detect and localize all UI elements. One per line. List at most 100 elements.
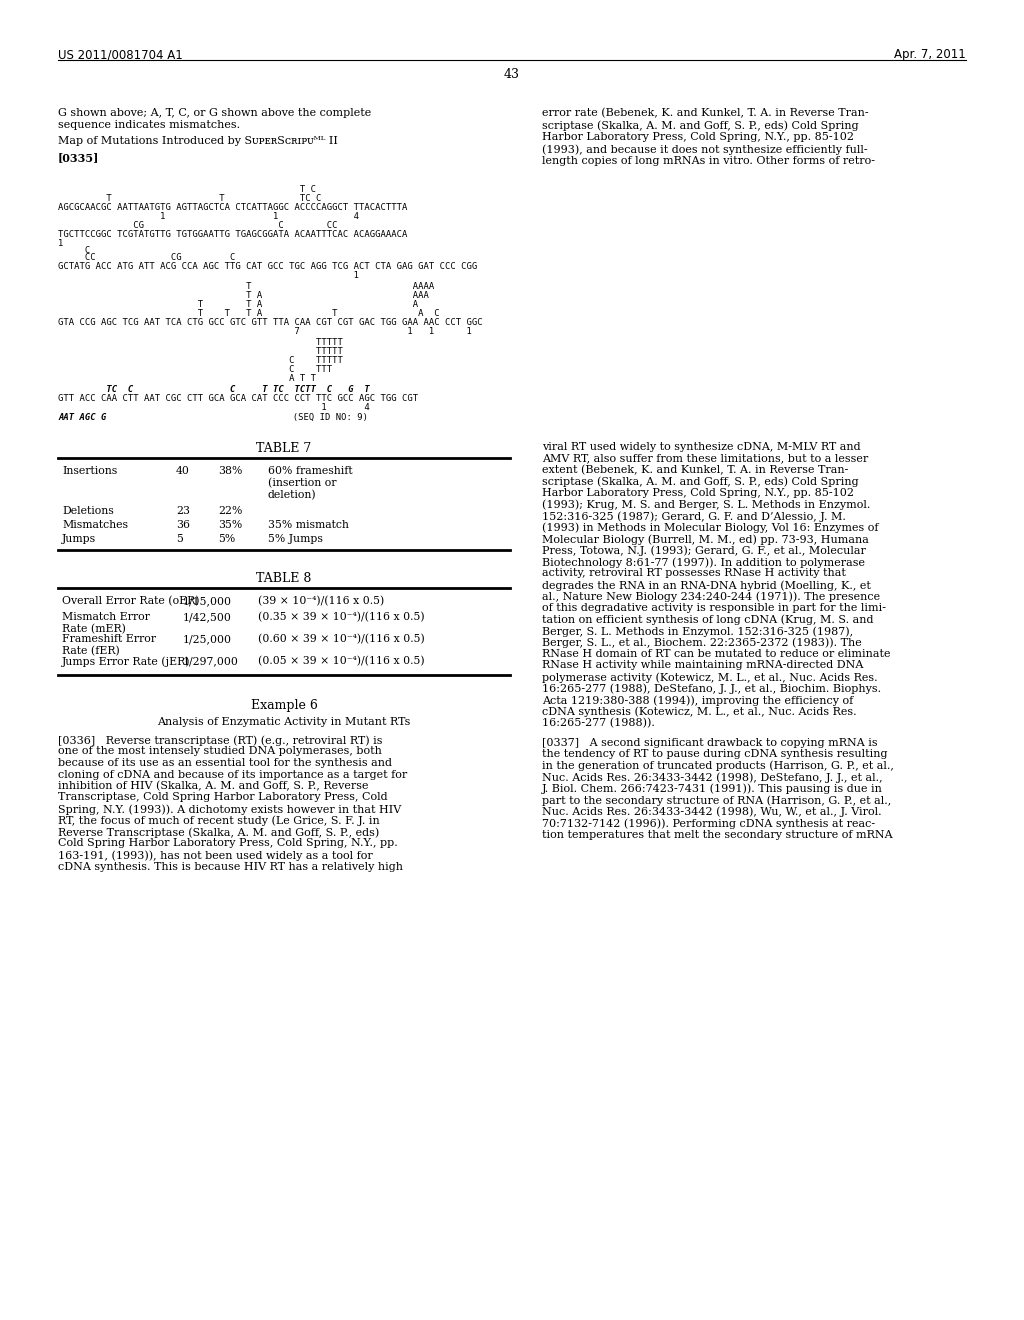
Text: Berger, S. L. Methods in Enzymol. 152:316-325 (1987),: Berger, S. L. Methods in Enzymol. 152:31… bbox=[542, 626, 853, 636]
Text: 152:316-325 (1987); Gerard, G. F. and D’Alessio, J. M.: 152:316-325 (1987); Gerard, G. F. and D’… bbox=[542, 511, 846, 521]
Text: 70:7132-7142 (1996)). Performing cDNA synthesis at reac-: 70:7132-7142 (1996)). Performing cDNA sy… bbox=[542, 818, 876, 829]
Text: C    TTTTT: C TTTTT bbox=[58, 356, 343, 366]
Text: 36: 36 bbox=[176, 520, 190, 531]
Text: (1993), and because it does not synthesize efficiently full-: (1993), and because it does not synthesi… bbox=[542, 144, 867, 154]
Text: 7                    1   1      1: 7 1 1 1 bbox=[58, 327, 472, 337]
Text: A T T: A T T bbox=[58, 374, 316, 383]
Text: 1/42,500: 1/42,500 bbox=[183, 612, 231, 622]
Text: AAT AGC G: AAT AGC G bbox=[58, 413, 106, 422]
Text: of this degradative activity is responsible in part for the limi-: of this degradative activity is responsi… bbox=[542, 603, 886, 612]
Text: (0.05 × 39 × 10⁻⁴)/(116 x 0.5): (0.05 × 39 × 10⁻⁴)/(116 x 0.5) bbox=[258, 656, 425, 667]
Text: Mismatch Error
Rate (mER): Mismatch Error Rate (mER) bbox=[62, 612, 150, 634]
Text: Nuc. Acids Res. 26:3433-3442 (1998), Wu, W., et al., J. Virol.: Nuc. Acids Res. 26:3433-3442 (1998), Wu,… bbox=[542, 807, 882, 817]
Text: (1993); Krug, M. S. and Berger, S. L. Methods in Enzymol.: (1993); Krug, M. S. and Berger, S. L. Me… bbox=[542, 499, 870, 510]
Text: Map of Mutations Introduced by SᴜᴘᴇʀSᴄʀɪᴘᴜᴹᴸ II: Map of Mutations Introduced by SᴜᴘᴇʀSᴄʀɪ… bbox=[58, 136, 338, 147]
Text: RNase H domain of RT can be mutated to reduce or eliminate: RNase H domain of RT can be mutated to r… bbox=[542, 649, 891, 659]
Text: 38%: 38% bbox=[218, 466, 243, 477]
Text: GCTATG ACC ATG ATT ACG CCA AGC TTG CAT GCC TGC AGG TCG ACT CTA GAG GAT CCC CGG: GCTATG ACC ATG ATT ACG CCA AGC TTG CAT G… bbox=[58, 261, 477, 271]
Text: 5% Jumps: 5% Jumps bbox=[268, 535, 323, 544]
Text: Molecular Biology (Burrell, M. M., ed) pp. 73-93, Humana: Molecular Biology (Burrell, M. M., ed) p… bbox=[542, 535, 869, 545]
Text: 1/25,000: 1/25,000 bbox=[183, 634, 232, 644]
Text: GTA CCG AGC TCG AAT TCA CTG GCC GTC GTT TTA CAA CGT CGT GAC TGG GAA AAC CCT GGC: GTA CCG AGC TCG AAT TCA CTG GCC GTC GTT … bbox=[58, 318, 482, 327]
Text: [0337]   A second significant drawback to copying mRNA is: [0337] A second significant drawback to … bbox=[542, 738, 878, 747]
Text: 22%: 22% bbox=[218, 506, 243, 516]
Text: TABLE 8: TABLE 8 bbox=[256, 572, 311, 585]
Text: (39 × 10⁻⁴)/(116 x 0.5): (39 × 10⁻⁴)/(116 x 0.5) bbox=[258, 597, 384, 606]
Text: al., Nature New Biology 234:240-244 (1971)). The presence: al., Nature New Biology 234:240-244 (197… bbox=[542, 591, 880, 602]
Text: Overall Error Rate (oER): Overall Error Rate (oER) bbox=[62, 597, 200, 606]
Text: TABLE 7: TABLE 7 bbox=[256, 442, 311, 455]
Text: Transcriptase, Cold Spring Harbor Laboratory Press, Cold: Transcriptase, Cold Spring Harbor Labora… bbox=[58, 792, 388, 803]
Text: cDNA synthesis (Kotewicz, M. L., et al., Nuc. Acids Res.: cDNA synthesis (Kotewicz, M. L., et al.,… bbox=[542, 706, 857, 717]
Text: 60% frameshift
(insertion or
deletion): 60% frameshift (insertion or deletion) bbox=[268, 466, 352, 500]
Text: in the generation of truncated products (Harrison, G. P., et al.,: in the generation of truncated products … bbox=[542, 760, 894, 771]
Text: CG                         C        CC: CG C CC bbox=[58, 220, 338, 230]
Text: one of the most intensely studied DNA polymerases, both: one of the most intensely studied DNA po… bbox=[58, 747, 382, 756]
Text: polymerase activity (Kotewicz, M. L., et al., Nuc. Acids Res.: polymerase activity (Kotewicz, M. L., et… bbox=[542, 672, 878, 682]
Text: Deletions: Deletions bbox=[62, 506, 114, 516]
Text: 43: 43 bbox=[504, 69, 520, 81]
Text: US 2011/0081704 A1: US 2011/0081704 A1 bbox=[58, 48, 182, 61]
Text: error rate (Bebenek, K. and Kunkel, T. A. in Reverse Tran-: error rate (Bebenek, K. and Kunkel, T. A… bbox=[542, 108, 868, 119]
Text: the tendency of RT to pause during cDNA synthesis resulting: the tendency of RT to pause during cDNA … bbox=[542, 748, 888, 759]
Text: scriptase (Skalka, A. M. and Goff, S. P., eds) Cold Spring: scriptase (Skalka, A. M. and Goff, S. P.… bbox=[542, 120, 859, 131]
Text: T    T   T A             T               A  C: T T T A T A C bbox=[58, 309, 439, 318]
Text: C    TTT: C TTT bbox=[58, 366, 332, 374]
Text: TGCTTCCGGC TCGTATGTTG TGTGGAATTG TGAGCGGATA ACAATTTCAC ACAGGAAACA: TGCTTCCGGC TCGTATGTTG TGTGGAATTG TGAGCGG… bbox=[58, 230, 408, 239]
Text: C: C bbox=[58, 246, 90, 255]
Text: 16:265-277 (1988), DeStefano, J. J., et al., Biochim. Biophys.: 16:265-277 (1988), DeStefano, J. J., et … bbox=[542, 684, 881, 694]
Text: extent (Bebenek, K. and Kunkel, T. A. in Reverse Tran-: extent (Bebenek, K. and Kunkel, T. A. in… bbox=[542, 465, 848, 475]
Text: length copies of long mRNAs in vitro. Other forms of retro-: length copies of long mRNAs in vitro. Ot… bbox=[542, 156, 874, 166]
Text: degrades the RNA in an RNA-DNA hybrid (Moelling, K., et: degrades the RNA in an RNA-DNA hybrid (M… bbox=[542, 579, 870, 590]
Text: Harbor Laboratory Press, Cold Spring, N.Y., pp. 85-102: Harbor Laboratory Press, Cold Spring, N.… bbox=[542, 488, 854, 498]
Text: Mismatches: Mismatches bbox=[62, 520, 128, 531]
Text: Harbor Laboratory Press, Cold Spring, N.Y., pp. 85-102: Harbor Laboratory Press, Cold Spring, N.… bbox=[542, 132, 854, 143]
Text: Nuc. Acids Res. 26:3433-3442 (1998), DeStefano, J. J., et al.,: Nuc. Acids Res. 26:3433-3442 (1998), DeS… bbox=[542, 772, 883, 783]
Text: Cold Spring Harbor Laboratory Press, Cold Spring, N.Y., pp.: Cold Spring Harbor Laboratory Press, Col… bbox=[58, 838, 397, 849]
Text: RT, the focus of much of recent study (Le Grice, S. F. J. in: RT, the focus of much of recent study (L… bbox=[58, 816, 380, 826]
Text: 23: 23 bbox=[176, 506, 190, 516]
Text: Berger, S. L., et al., Biochem. 22:2365-2372 (1983)). The: Berger, S. L., et al., Biochem. 22:2365-… bbox=[542, 638, 862, 648]
Text: GTT ACC CAA CTT AAT CGC CTT GCA GCA CAT CCC CCT TTC GCC AGC TGG CGT: GTT ACC CAA CTT AAT CGC CTT GCA GCA CAT … bbox=[58, 393, 418, 403]
Text: Press, Totowa, N.J. (1993); Gerard, G. F., et al., Molecular: Press, Totowa, N.J. (1993); Gerard, G. F… bbox=[542, 545, 866, 556]
Text: Example 6: Example 6 bbox=[251, 700, 317, 711]
Text: 163-191, (1993)), has not been used widely as a tool for: 163-191, (1993)), has not been used wide… bbox=[58, 850, 373, 861]
Text: 5%: 5% bbox=[218, 535, 236, 544]
Text: scriptase (Skalka, A. M. and Goff, S. P., eds) Cold Spring: scriptase (Skalka, A. M. and Goff, S. P.… bbox=[542, 477, 859, 487]
Text: 1: 1 bbox=[58, 239, 63, 248]
Text: TTTTT: TTTTT bbox=[58, 347, 343, 356]
Text: activity, retroviral RT possesses RNase H activity that: activity, retroviral RT possesses RNase … bbox=[542, 569, 846, 578]
Text: T                              AAAA: T AAAA bbox=[58, 282, 434, 290]
Text: 40: 40 bbox=[176, 466, 189, 477]
Text: T        T A                            A: T T A A bbox=[58, 300, 418, 309]
Text: tion temperatures that melt the secondary structure of mRNA: tion temperatures that melt the secondar… bbox=[542, 829, 893, 840]
Text: Spring, N.Y. (1993)). A dichotomy exists however in that HIV: Spring, N.Y. (1993)). A dichotomy exists… bbox=[58, 804, 401, 814]
Text: TTTTT: TTTTT bbox=[58, 338, 343, 347]
Text: AGCGCAACGC AATTAATGTG AGTTAGCTCA CTCATTAGGC ACCCCAGGCT TTACACTTTA: AGCGCAACGC AATTAATGTG AGTTAGCTCA CTCATTA… bbox=[58, 203, 408, 213]
Text: [0335]: [0335] bbox=[58, 152, 99, 162]
Text: 1: 1 bbox=[58, 271, 359, 280]
Text: 35%: 35% bbox=[218, 520, 243, 531]
Text: G shown above; A, T, C, or G shown above the complete: G shown above; A, T, C, or G shown above… bbox=[58, 108, 372, 117]
Text: Acta 1219:380-388 (1994)), improving the efficiency of: Acta 1219:380-388 (1994)), improving the… bbox=[542, 696, 853, 706]
Text: Reverse Transcriptase (Skalka, A. M. and Goff, S. P., eds): Reverse Transcriptase (Skalka, A. M. and… bbox=[58, 828, 379, 838]
Text: cDNA synthesis. This is because HIV RT has a relatively high: cDNA synthesis. This is because HIV RT h… bbox=[58, 862, 403, 871]
Text: [0336]   Reverse transcriptase (RT) (e.g., retroviral RT) is: [0336] Reverse transcriptase (RT) (e.g.,… bbox=[58, 735, 383, 746]
Text: T                    T              TC C: T T TC C bbox=[58, 194, 322, 203]
Text: (1993) in Methods in Molecular Biology, Vol 16: Enzymes of: (1993) in Methods in Molecular Biology, … bbox=[542, 523, 879, 533]
Text: Biotechnology 8:61-77 (1997)). In addition to polymerase: Biotechnology 8:61-77 (1997)). In additi… bbox=[542, 557, 865, 568]
Text: 1       4: 1 4 bbox=[58, 403, 370, 412]
Text: 1/297,000: 1/297,000 bbox=[183, 656, 239, 667]
Text: (SEQ ID NO: 9): (SEQ ID NO: 9) bbox=[196, 413, 368, 422]
Text: (0.35 × 39 × 10⁻⁴)/(116 x 0.5): (0.35 × 39 × 10⁻⁴)/(116 x 0.5) bbox=[258, 612, 425, 622]
Text: CC              CG         C: CC CG C bbox=[58, 253, 236, 261]
Text: Jumps: Jumps bbox=[62, 535, 96, 544]
Text: part to the secondary structure of RNA (Harrison, G. P., et al.,: part to the secondary structure of RNA (… bbox=[542, 795, 891, 805]
Text: TC  C                  C     T TC  TCTT  C   G  T: TC C C T TC TCTT C G T bbox=[58, 385, 370, 393]
Text: viral RT used widely to synthesize cDNA, M-MLV RT and: viral RT used widely to synthesize cDNA,… bbox=[542, 442, 860, 451]
Text: RNase H activity while maintaining mRNA-directed DNA: RNase H activity while maintaining mRNA-… bbox=[542, 660, 863, 671]
Text: J. Biol. Chem. 266:7423-7431 (1991)). This pausing is due in: J. Biol. Chem. 266:7423-7431 (1991)). Th… bbox=[542, 784, 883, 795]
Text: (0.60 × 39 × 10⁻⁴)/(116 x 0.5): (0.60 × 39 × 10⁻⁴)/(116 x 0.5) bbox=[258, 634, 425, 644]
Text: because of its use as an essential tool for the synthesis and: because of its use as an essential tool … bbox=[58, 758, 392, 768]
Text: T A                            AAA: T A AAA bbox=[58, 290, 429, 300]
